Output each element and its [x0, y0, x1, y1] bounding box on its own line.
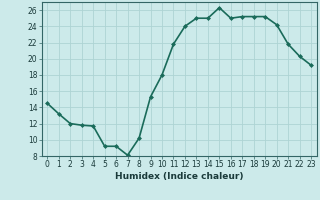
X-axis label: Humidex (Indice chaleur): Humidex (Indice chaleur) [115, 172, 244, 181]
